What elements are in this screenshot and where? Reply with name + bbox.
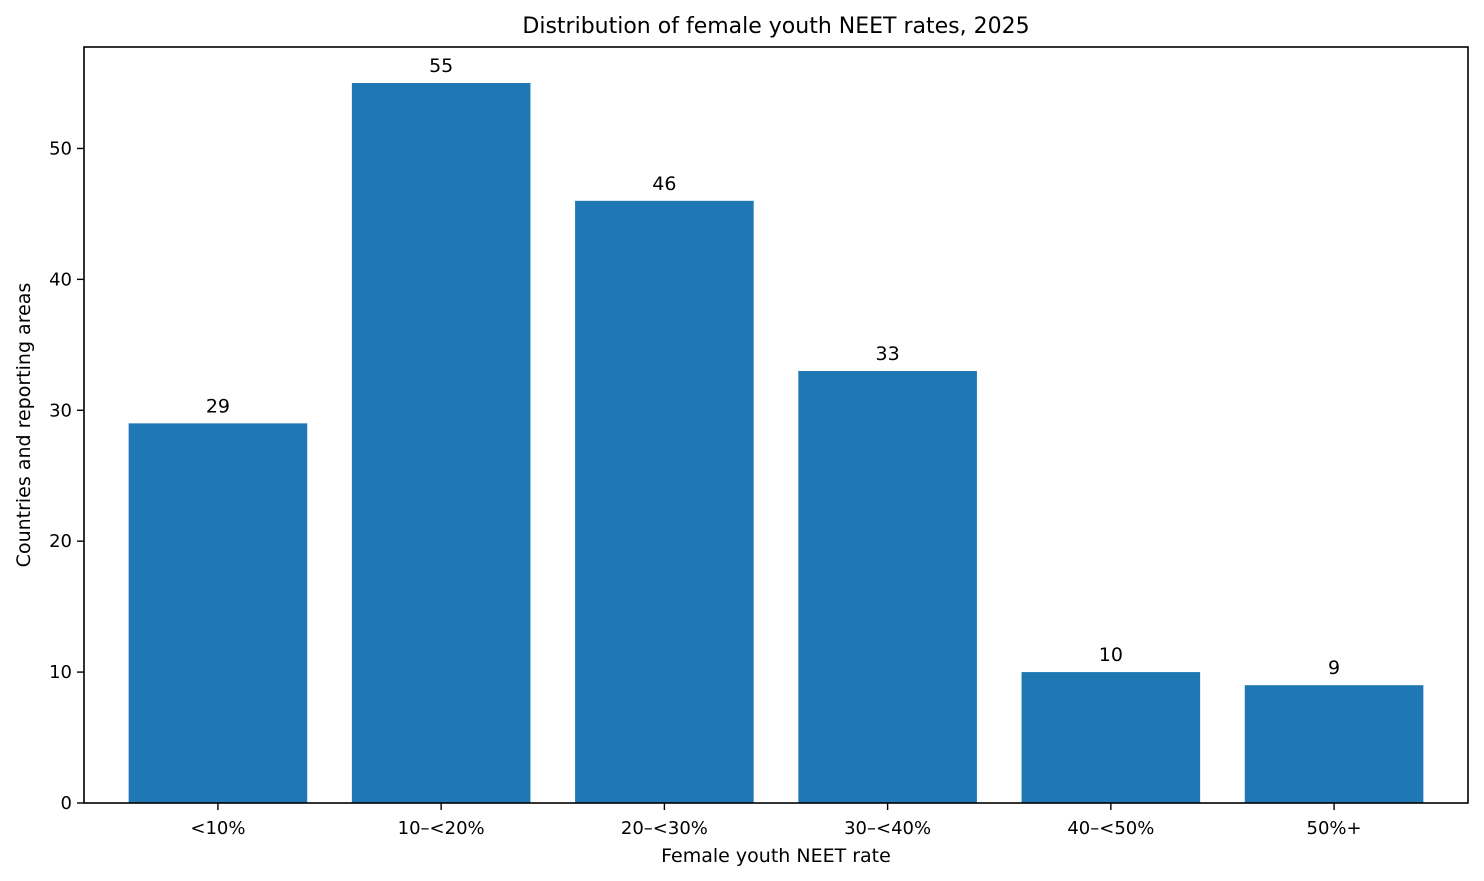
x-axis: <10% 10–<20% 20–<30% 30–<40% 40–<50% 50%+ [190, 803, 1362, 839]
x-tick-label-2: 20–<30% [621, 818, 708, 839]
y-tick-label-2: 20 [49, 531, 72, 552]
data-label-2: 46 [652, 173, 676, 195]
x-tick-label-5: 50%+ [1307, 818, 1362, 839]
y-tick-label-5: 50 [49, 138, 72, 159]
bar-1 [351, 83, 531, 803]
bar-0 [128, 423, 308, 803]
data-label-3: 33 [876, 343, 900, 365]
bars-group [128, 83, 1424, 803]
data-label-4: 10 [1099, 644, 1123, 666]
bar-4 [1021, 672, 1201, 803]
x-tick-label-0: <10% [190, 818, 245, 839]
data-labels-group: 29 55 46 33 10 9 [206, 55, 1340, 679]
bar-5 [1244, 685, 1424, 803]
x-axis-label: Female youth NEET rate [661, 845, 891, 867]
chart-title: Distribution of female youth NEET rates,… [522, 14, 1029, 39]
x-tick-label-4: 40–<50% [1067, 818, 1154, 839]
y-axis-label: Countries and reporting areas [13, 283, 35, 568]
bar-3 [798, 371, 977, 803]
data-label-1: 55 [429, 55, 453, 77]
data-label-0: 29 [206, 395, 230, 417]
x-tick-label-1: 10–<20% [398, 818, 485, 839]
y-tick-label-3: 30 [49, 400, 72, 421]
y-tick-label-1: 10 [49, 662, 72, 683]
bar-2 [575, 200, 754, 803]
y-tick-label-4: 40 [49, 269, 72, 290]
y-tick-label-0: 0 [61, 793, 72, 814]
data-label-5: 9 [1328, 657, 1340, 679]
x-tick-label-3: 30–<40% [844, 818, 931, 839]
plot-frame [83, 46, 1469, 804]
y-axis: 0 10 20 30 40 50 [49, 138, 84, 814]
